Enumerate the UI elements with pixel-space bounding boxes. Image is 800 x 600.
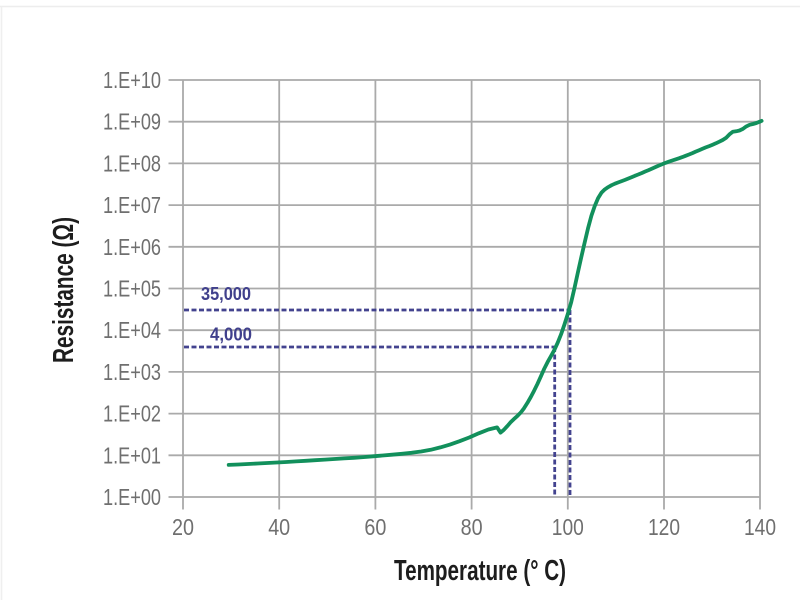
svg-text:1.E+00: 1.E+00 bbox=[103, 484, 161, 510]
svg-text:60: 60 bbox=[364, 514, 386, 540]
svg-text:1.E+08: 1.E+08 bbox=[103, 150, 161, 176]
svg-text:Temperature (° C): Temperature (° C) bbox=[394, 555, 566, 587]
svg-text:1.E+03: 1.E+03 bbox=[103, 359, 161, 385]
svg-text:1.E+09: 1.E+09 bbox=[103, 109, 161, 135]
svg-text:1.E+10: 1.E+10 bbox=[103, 67, 161, 93]
svg-text:1.E+05: 1.E+05 bbox=[103, 276, 161, 302]
svg-text:20: 20 bbox=[172, 514, 194, 540]
svg-text:140: 140 bbox=[744, 514, 776, 540]
svg-text:100: 100 bbox=[552, 514, 584, 540]
svg-text:80: 80 bbox=[461, 514, 483, 540]
svg-text:1.E+02: 1.E+02 bbox=[103, 401, 161, 427]
svg-text:Resistance (Ω): Resistance (Ω) bbox=[48, 217, 80, 363]
svg-text:35,000: 35,000 bbox=[201, 284, 251, 304]
svg-text:4,000: 4,000 bbox=[210, 325, 252, 345]
svg-text:1.E+06: 1.E+06 bbox=[103, 234, 161, 260]
svg-text:40: 40 bbox=[268, 514, 290, 540]
svg-text:120: 120 bbox=[648, 514, 680, 540]
svg-text:1.E+01: 1.E+01 bbox=[103, 442, 161, 468]
svg-text:1.E+04: 1.E+04 bbox=[103, 317, 161, 343]
svg-text:1.E+07: 1.E+07 bbox=[103, 192, 161, 218]
